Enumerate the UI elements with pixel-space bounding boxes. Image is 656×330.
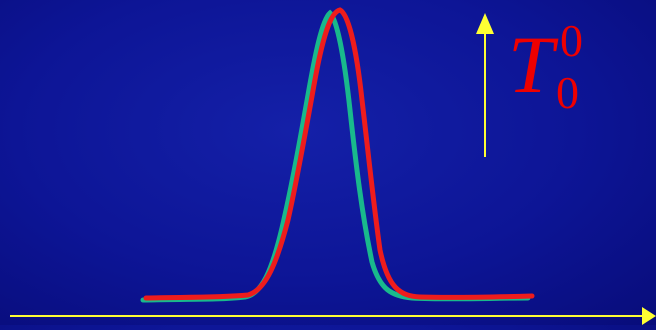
label-symbol: T <box>508 19 554 110</box>
label-superscript: 0 <box>560 15 583 66</box>
peak-curve-red <box>143 7 535 301</box>
vertical-arrow-head <box>476 13 494 34</box>
horizontal-axis-arrowhead <box>642 307 656 325</box>
peak-curve-teal <box>140 9 531 303</box>
label-subscript: 0 <box>556 67 579 118</box>
